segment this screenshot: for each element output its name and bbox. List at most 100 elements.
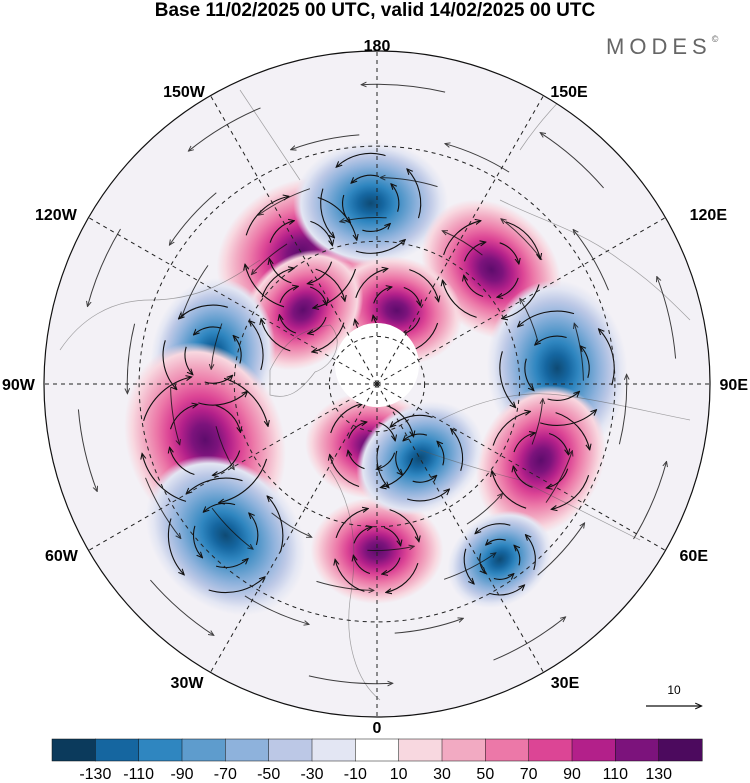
wind-streamline bbox=[555, 412, 590, 450]
wind-streamline bbox=[535, 335, 567, 345]
wind-streamline bbox=[518, 310, 575, 326]
wind-streamline bbox=[337, 152, 386, 166]
colorbar-tick-label: 10 bbox=[390, 766, 408, 783]
wind-streamline bbox=[192, 525, 202, 557]
wind-streamline bbox=[382, 557, 401, 574]
wind-streamline bbox=[451, 429, 464, 471]
colorbar-swatch bbox=[138, 738, 183, 762]
lon-label-180: 180 bbox=[364, 38, 391, 55]
wind-streamline bbox=[443, 553, 495, 580]
wind-streamline bbox=[389, 509, 419, 541]
wind-streamline bbox=[170, 192, 217, 245]
wind-streamline bbox=[407, 490, 449, 502]
colorbar-swatch bbox=[311, 738, 356, 762]
colorbar-tick-label: 90 bbox=[563, 766, 581, 783]
wind-streamline bbox=[187, 477, 243, 493]
wind-streamline bbox=[476, 523, 511, 534]
wind-streamline bbox=[407, 169, 422, 219]
wind-streamline bbox=[391, 184, 400, 212]
wind-streamline bbox=[541, 133, 604, 189]
wind-streamline bbox=[501, 219, 543, 261]
wind-streamline bbox=[499, 351, 515, 407]
wind-streamline bbox=[486, 538, 506, 544]
wind-streamline bbox=[348, 451, 365, 470]
colorbar-swatch bbox=[268, 738, 313, 762]
wind-streamline bbox=[269, 221, 294, 243]
wind-streamline bbox=[384, 404, 413, 437]
colorbar-swatch bbox=[95, 738, 140, 762]
wind-streamline bbox=[479, 553, 485, 573]
wind-streamline bbox=[211, 507, 253, 549]
wind-streamline bbox=[376, 445, 388, 488]
wind-streamline bbox=[215, 404, 241, 432]
colorbar-tick-label: -30 bbox=[300, 766, 323, 783]
wind-streamline bbox=[208, 577, 265, 594]
wind-streamline bbox=[245, 265, 285, 308]
lon-label-0: 0 bbox=[373, 720, 382, 737]
colorbar-tick-label: 70 bbox=[520, 766, 538, 783]
wind-streamline bbox=[309, 286, 326, 305]
wind-streamline bbox=[443, 231, 483, 256]
wind-streamline bbox=[170, 387, 180, 444]
colorbar-swatch bbox=[225, 738, 270, 762]
wind-streamline bbox=[127, 323, 136, 393]
wind-streamline bbox=[259, 188, 311, 215]
colorbar-swatch bbox=[658, 738, 703, 762]
wind-streamline bbox=[313, 268, 357, 308]
wind-streamline bbox=[395, 450, 402, 475]
wind-streamline bbox=[492, 471, 527, 509]
wind-streamline bbox=[341, 194, 351, 223]
wind-streamline bbox=[537, 523, 585, 576]
wind-streamline bbox=[184, 346, 193, 375]
colorbar-swatch bbox=[51, 738, 96, 762]
wind-streamline bbox=[234, 336, 242, 364]
wind-streamline bbox=[547, 392, 579, 401]
wind-streamline bbox=[362, 84, 446, 93]
wind-streamline bbox=[505, 221, 540, 259]
wind-streamline bbox=[443, 281, 477, 318]
wind-streamline bbox=[513, 433, 535, 453]
brand-mark: © bbox=[711, 33, 719, 44]
wind-streamline bbox=[150, 579, 213, 635]
wind-streamline bbox=[574, 324, 584, 381]
wind-streamline bbox=[412, 476, 437, 483]
wind-streamline bbox=[464, 276, 484, 298]
wind-streamlines bbox=[77, 84, 677, 683]
map-title: Base 11/02/2025 00 UTC, valid 14/02/2025… bbox=[154, 0, 596, 21]
modes-logo: MODES© bbox=[606, 34, 718, 60]
wind-streamline bbox=[493, 617, 566, 661]
wind-streamline bbox=[204, 376, 233, 384]
colorbar-tick-label: -70 bbox=[214, 766, 237, 783]
wind-streamline bbox=[381, 178, 438, 188]
wind-streamline bbox=[463, 242, 486, 262]
wind-streamline bbox=[88, 228, 121, 306]
reference-vector: 10 bbox=[646, 683, 701, 706]
wind-streamline bbox=[211, 323, 223, 369]
wind-streamline bbox=[348, 422, 367, 439]
wind-streamline bbox=[279, 287, 298, 304]
wind-streamline bbox=[280, 315, 297, 334]
wind-streamline bbox=[320, 188, 334, 238]
colorbar-tick-label: -50 bbox=[257, 766, 280, 783]
wind-streamline bbox=[249, 513, 259, 546]
wind-streamline bbox=[170, 448, 195, 476]
wind-streamline bbox=[268, 496, 284, 553]
wind-streamline bbox=[204, 502, 236, 512]
wind-streamline bbox=[315, 268, 345, 301]
wind-streamline bbox=[198, 392, 247, 406]
wind-streamline bbox=[316, 580, 374, 590]
wind-streamline bbox=[502, 284, 540, 318]
wind-streamline bbox=[633, 462, 667, 540]
wind-streamline bbox=[545, 451, 572, 503]
map-border bbox=[43, 50, 711, 718]
wind-streamline bbox=[526, 535, 536, 571]
wind-streamline bbox=[308, 316, 327, 333]
wind-streamline bbox=[250, 321, 264, 371]
lon-label-90w: 90W bbox=[2, 377, 36, 394]
wind-streamline bbox=[355, 269, 388, 298]
latitude-circle bbox=[138, 145, 616, 623]
wind-streamline bbox=[330, 455, 360, 488]
colorbar-tick-label: 50 bbox=[476, 766, 494, 783]
lon-label-60e: 60E bbox=[680, 548, 709, 565]
